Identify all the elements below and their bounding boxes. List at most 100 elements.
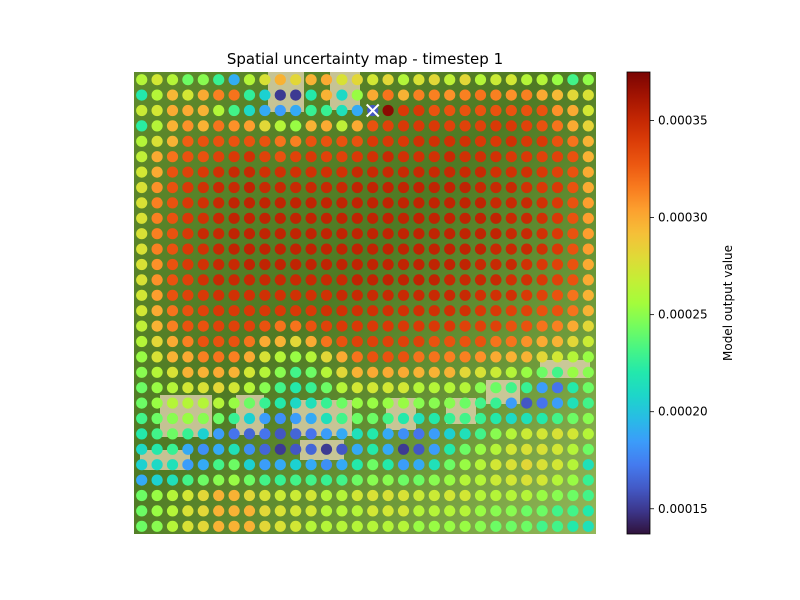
data-point	[243, 74, 256, 86]
data-point	[259, 459, 271, 471]
data-point	[151, 335, 163, 348]
data-point	[320, 428, 333, 440]
data-point	[551, 351, 564, 363]
data-point	[490, 320, 502, 332]
scatter-points	[136, 74, 594, 532]
data-point	[290, 505, 302, 517]
data-point	[290, 382, 302, 394]
data-point	[351, 228, 363, 240]
data-point	[151, 274, 163, 286]
data-point	[182, 412, 194, 425]
data-point	[567, 197, 579, 209]
data-point	[290, 320, 302, 332]
data-point	[582, 104, 594, 117]
data-point	[197, 474, 209, 486]
data-point	[567, 305, 579, 317]
data-point	[166, 120, 179, 132]
data-point	[567, 320, 579, 332]
data-point	[182, 228, 194, 240]
data-point	[197, 243, 209, 255]
data-point	[166, 397, 179, 409]
data-point	[213, 228, 225, 240]
data-point	[397, 335, 410, 348]
data-point	[397, 212, 410, 224]
data-point	[459, 305, 471, 317]
data-point	[182, 443, 194, 455]
data-point	[582, 74, 594, 86]
data-point	[259, 320, 271, 332]
data-point	[582, 443, 594, 455]
data-point	[382, 243, 394, 255]
data-point	[490, 274, 502, 286]
data-point	[213, 274, 225, 286]
background-imagery	[134, 72, 596, 534]
data-point	[243, 181, 256, 194]
data-point	[213, 74, 225, 86]
data-point	[166, 505, 179, 517]
data-point	[274, 489, 286, 502]
data-point	[336, 382, 348, 394]
data-point	[320, 335, 333, 348]
data-point	[459, 505, 471, 517]
data-point	[474, 74, 487, 86]
data-point	[243, 351, 256, 363]
data-point	[228, 120, 240, 132]
data-point	[459, 89, 471, 101]
data-point	[521, 243, 533, 255]
data-point	[305, 243, 317, 255]
data-point	[551, 474, 564, 486]
data-point	[459, 258, 471, 271]
data-point	[536, 74, 548, 86]
data-point	[336, 412, 348, 425]
data-point	[459, 74, 471, 86]
data-point	[320, 228, 333, 240]
data-point	[382, 89, 394, 101]
data-point	[136, 166, 148, 178]
data-point	[136, 212, 148, 224]
data-point	[182, 135, 194, 147]
data-point	[320, 382, 333, 394]
data-point	[490, 104, 502, 117]
data-point	[305, 89, 317, 101]
data-point	[428, 320, 440, 332]
data-point	[567, 520, 579, 532]
data-point	[305, 151, 317, 163]
data-point	[274, 243, 286, 255]
colorbar-label: Model output value	[721, 245, 735, 361]
data-point	[444, 151, 456, 163]
data-point	[290, 351, 302, 363]
colorbar-tick-label: 0.00020	[658, 405, 708, 419]
data-point	[536, 166, 548, 178]
data-point	[166, 320, 179, 332]
data-point	[136, 489, 148, 502]
data-point	[351, 305, 363, 317]
data-point	[259, 181, 271, 194]
data-point	[259, 489, 271, 502]
data-point	[259, 212, 271, 224]
data-point	[305, 505, 317, 517]
data-point	[136, 505, 148, 517]
data-point	[213, 459, 225, 471]
data-point	[228, 366, 240, 378]
data-point	[351, 289, 363, 301]
data-point	[428, 505, 440, 517]
data-point	[305, 181, 317, 194]
data-point	[536, 274, 548, 286]
data-point	[228, 104, 240, 117]
data-point	[274, 166, 286, 178]
data-point	[197, 305, 209, 317]
data-point	[197, 104, 209, 117]
data-point	[382, 397, 394, 409]
data-point	[351, 335, 363, 348]
data-point	[382, 197, 394, 209]
data-point	[151, 428, 163, 440]
data-point	[505, 74, 517, 86]
data-point	[336, 443, 348, 455]
data-point	[290, 89, 302, 101]
data-point	[290, 428, 302, 440]
data-point	[336, 428, 348, 440]
data-point	[197, 258, 209, 271]
data-point	[351, 166, 363, 178]
data-point	[582, 258, 594, 271]
data-point	[367, 89, 379, 101]
